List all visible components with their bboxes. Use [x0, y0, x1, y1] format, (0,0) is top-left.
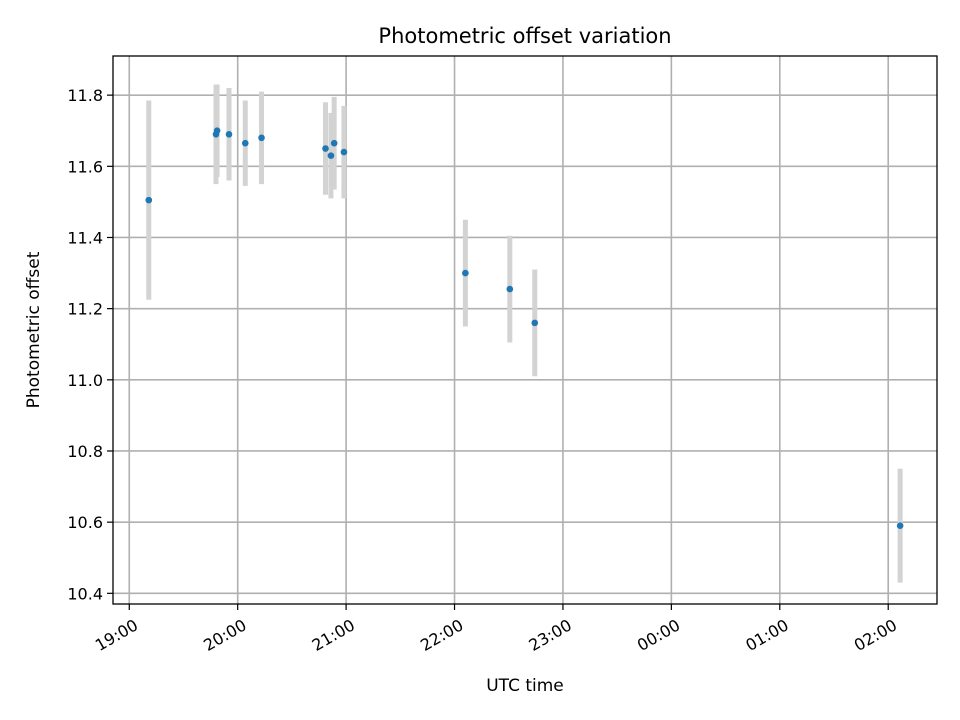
- data-point: [462, 269, 469, 277]
- plot-frame: [112, 55, 938, 605]
- x-tick-label: 20:00: [200, 615, 249, 655]
- data-point: [145, 196, 153, 204]
- x-tick-label: 01:00: [742, 615, 791, 655]
- error-bars: [146, 84, 903, 583]
- chart-title: Photometric offset variation: [378, 24, 671, 48]
- x-tick-label: 23:00: [526, 615, 575, 655]
- x-tick-label: 21:00: [309, 615, 358, 655]
- data-point: [322, 145, 329, 152]
- data-point: [213, 127, 221, 135]
- data-point: [258, 134, 265, 142]
- x-axis: 19:00 20:00 21:00 22:00 23:00 00:00 01:00 02:00: [92, 604, 900, 655]
- y-tick-label: 10.6: [67, 513, 103, 532]
- data-point: [340, 148, 348, 156]
- y-tick-label: 11.4: [67, 228, 103, 247]
- x-tick-label: 02:00: [851, 615, 900, 655]
- y-axis-label: Photometric offset: [24, 251, 44, 408]
- x-tick-label: 22:00: [417, 615, 466, 655]
- data-point: [241, 139, 249, 147]
- data-point: [327, 152, 335, 159]
- y-tick-label: 11.2: [67, 300, 103, 319]
- y-tick-label: 11.0: [67, 371, 103, 390]
- data-point: [330, 139, 338, 147]
- grid: [113, 56, 937, 604]
- data-point: [225, 130, 233, 138]
- data-point: [531, 319, 539, 327]
- y-tick-label: 10.8: [67, 442, 103, 461]
- x-tick-label: 19:00: [92, 615, 141, 655]
- x-axis-label: UTC time: [486, 676, 564, 696]
- y-axis: 10.4 10.6 10.8 11.0 11.2 11.4 11.6 11.8: [67, 86, 113, 603]
- data-points: [145, 127, 904, 530]
- data-point: [506, 285, 514, 293]
- x-tick-label: 00:00: [634, 615, 683, 655]
- y-tick-label: 11.6: [67, 157, 103, 176]
- y-tick-label: 11.8: [67, 86, 103, 105]
- y-tick-label: 10.4: [67, 584, 103, 603]
- data-point: [896, 522, 904, 530]
